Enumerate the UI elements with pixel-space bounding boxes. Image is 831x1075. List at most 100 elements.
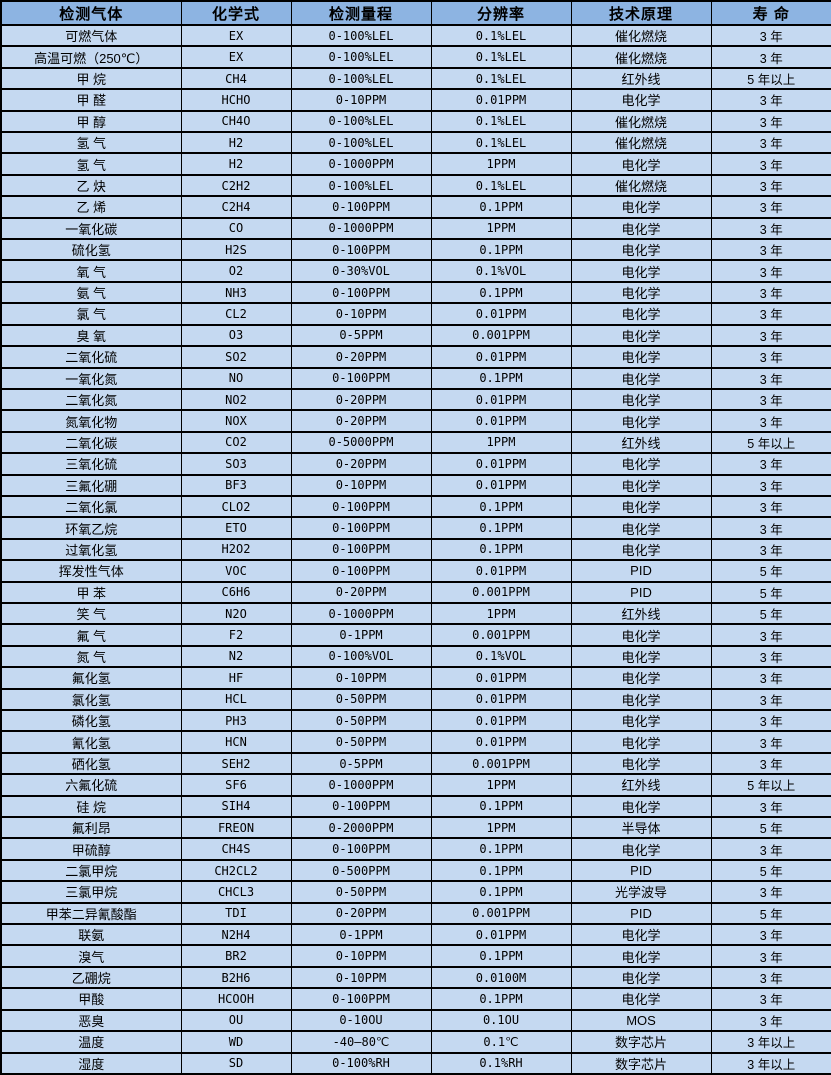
cell-gas-name: 氟利昂: [0, 816, 182, 840]
cell-resolution: 1PPM: [430, 816, 572, 840]
table-row: 乙 烯 C2H4 0-100PPM 0.1PPM 电化学 3 年: [0, 195, 831, 219]
cell-lifespan: 3 年: [710, 23, 831, 48]
table-row: 氟利昂 FREON 0-2000PPM 1PPM 半导体 5 年: [0, 816, 831, 840]
cell-detection-range: 0-100PPM: [290, 794, 432, 819]
table-row: 氟化氢 HF 0-10PPM 0.01PPM 电化学 3 年: [0, 666, 831, 690]
cell-resolution: 0.0100M: [430, 965, 572, 990]
cell-detection-range: 0-1000PPM: [290, 216, 432, 241]
cell-lifespan: 3 年: [710, 323, 831, 348]
table-row: 氟 气 F2 0-1PPM 0.001PPM 电化学 3 年: [0, 623, 831, 647]
table-row: 氯化氢 HCL 0-50PPM 0.01PPM 电化学 3 年: [0, 687, 831, 712]
cell-chemical-formula: WD: [180, 1030, 292, 1054]
cell-resolution: 0.1PPM: [430, 195, 572, 219]
cell-technology: 电化学: [570, 195, 712, 219]
cell-detection-range: 0-100PPM: [290, 559, 432, 583]
cell-detection-range: 0-100%LEL: [290, 23, 432, 48]
column-header-lifespan: 寿 命: [710, 0, 831, 26]
cell-detection-range: 0-50PPM: [290, 708, 432, 733]
table-header-row: 检测气体 化学式 检测量程 分辨率 技术原理寿 命: [0, 0, 831, 26]
cell-detection-range: 0-50PPM: [290, 880, 432, 904]
cell-detection-range: 0-50PPM: [290, 687, 432, 712]
table-row: 温度 WD -40—80℃ 0.1℃ 数字芯片 3 年以上: [0, 1030, 831, 1054]
cell-detection-range: 0-10PPM: [290, 965, 432, 990]
cell-lifespan: 3 年以上: [710, 1030, 831, 1054]
cell-technology: 电化学: [570, 259, 712, 283]
cell-gas-name: 氟 气: [0, 623, 182, 647]
cell-detection-range: 0-100PPM: [290, 987, 432, 1011]
table-row: 乙硼烷 B2H6 0-10PPM 0.0100M 电化学 3 年: [0, 965, 831, 990]
cell-lifespan: 5 年以上: [710, 430, 831, 455]
cell-detection-range: 0-100%VOL: [290, 644, 432, 669]
cell-detection-range: 0-5PPM: [290, 323, 432, 348]
cell-technology: 红外线: [570, 66, 712, 91]
cell-detection-range: 0-20PPM: [290, 901, 432, 926]
cell-gas-name: 氯 气: [0, 302, 182, 326]
cell-lifespan: 3 年: [710, 259, 831, 283]
cell-lifespan: 3 年: [710, 708, 831, 733]
cell-lifespan: 3 年: [710, 965, 831, 990]
cell-gas-name: 二氧化碳: [0, 430, 182, 455]
cell-technology: 电化学: [570, 794, 712, 819]
cell-technology: 电化学: [570, 730, 712, 754]
cell-detection-range: 0-20PPM: [290, 452, 432, 476]
column-header-gas-name: 检测气体: [0, 0, 182, 26]
cell-resolution: 0.1%VOL: [430, 644, 572, 669]
cell-chemical-formula: HCHO: [180, 88, 292, 112]
cell-detection-range: 0-20PPM: [290, 409, 432, 433]
table-row: 联氨 N2H4 0-1PPM 0.01PPM 电化学 3 年: [0, 923, 831, 947]
cell-gas-name: 磷化氢: [0, 708, 182, 733]
cell-technology: 电化学: [570, 302, 712, 326]
cell-detection-range: 0-10PPM: [290, 944, 432, 968]
cell-resolution: 0.01PPM: [430, 387, 572, 412]
cell-lifespan: 5 年: [710, 816, 831, 840]
cell-gas-name: 挥发性气体: [0, 559, 182, 583]
table-row: 二氧化硫 SO2 0-20PPM 0.01PPM 电化学 3 年: [0, 345, 831, 369]
cell-resolution: 0.001PPM: [430, 623, 572, 647]
cell-lifespan: 3 年以上: [710, 1051, 831, 1075]
cell-technology: 红外线: [570, 601, 712, 626]
cell-resolution: 0.1PPM: [430, 880, 572, 904]
cell-resolution: 0.1PPM: [430, 494, 572, 519]
cell-resolution: 1PPM: [430, 216, 572, 241]
cell-technology: 电化学: [570, 345, 712, 369]
cell-detection-range: 0-20PPM: [290, 387, 432, 412]
cell-gas-name: 甲酸: [0, 987, 182, 1011]
cell-gas-name: 氮 气: [0, 644, 182, 669]
cell-gas-name: 硫化氢: [0, 238, 182, 262]
cell-lifespan: 3 年: [710, 302, 831, 326]
cell-gas-name: 氨 气: [0, 280, 182, 305]
cell-resolution: 0.01PPM: [430, 666, 572, 690]
cell-technology: 电化学: [570, 409, 712, 433]
cell-chemical-formula: NO: [180, 366, 292, 390]
cell-technology: 电化学: [570, 666, 712, 690]
cell-detection-range: 0-1PPM: [290, 923, 432, 947]
cell-technology: PID: [570, 901, 712, 926]
cell-resolution: 0.01PPM: [430, 687, 572, 712]
cell-chemical-formula: SO2: [180, 345, 292, 369]
cell-lifespan: 3 年: [710, 537, 831, 562]
cell-gas-name: 氯化氢: [0, 687, 182, 712]
cell-detection-range: 0-5PPM: [290, 751, 432, 776]
cell-resolution: 0.001PPM: [430, 580, 572, 604]
cell-detection-range: 0-10PPM: [290, 666, 432, 690]
table-row: 一氧化碳 CO 0-1000PPM 1PPM 电化学 3 年: [0, 216, 831, 241]
cell-resolution: 0.01PPM: [430, 345, 572, 369]
cell-technology: PID: [570, 858, 712, 883]
cell-chemical-formula: HCL: [180, 687, 292, 712]
cell-chemical-formula: TDI: [180, 901, 292, 926]
cell-chemical-formula: PH3: [180, 708, 292, 733]
cell-lifespan: 3 年: [710, 687, 831, 712]
cell-technology: MOS: [570, 1008, 712, 1033]
cell-technology: 数字芯片: [570, 1030, 712, 1054]
cell-technology: 电化学: [570, 708, 712, 733]
cell-chemical-formula: CH4S: [180, 837, 292, 861]
cell-gas-name: 三氯甲烷: [0, 880, 182, 904]
cell-technology: 电化学: [570, 923, 712, 947]
cell-lifespan: 3 年: [710, 45, 831, 69]
cell-lifespan: 3 年: [710, 794, 831, 819]
cell-detection-range: 0-1000PPM: [290, 601, 432, 626]
cell-chemical-formula: CO: [180, 216, 292, 241]
cell-gas-name: 二氧化硫: [0, 345, 182, 369]
cell-gas-name: 一氧化碳: [0, 216, 182, 241]
